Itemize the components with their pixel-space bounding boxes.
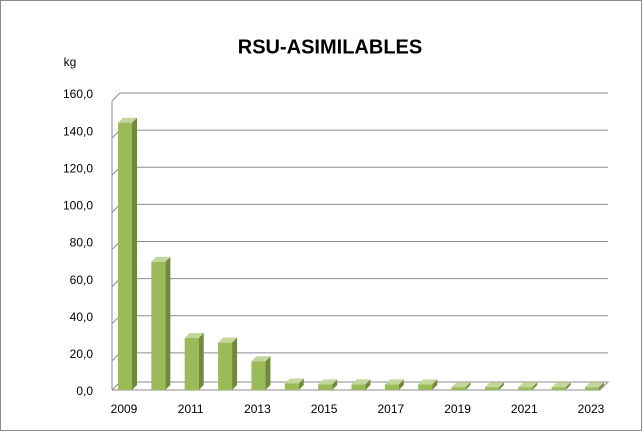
bar <box>484 387 499 390</box>
y-tick-label: 100,0 <box>63 199 93 213</box>
bar-top <box>318 379 338 385</box>
chart-title: RSU-ASIMILABLES <box>238 36 422 58</box>
x-tick-label: 2011 <box>178 402 204 416</box>
y-axis-label: kg <box>64 55 77 69</box>
bar-top <box>284 378 304 384</box>
bar-top <box>518 382 538 388</box>
y-tick-label: 160,0 <box>63 87 93 101</box>
y-tick-label: 0,0 <box>76 384 93 398</box>
bar <box>551 387 566 390</box>
bar-top <box>484 382 504 388</box>
bar <box>284 383 299 390</box>
bar-side <box>565 382 571 390</box>
y-tick-label: 120,0 <box>63 161 93 175</box>
y-tick-label: 60,0 <box>70 273 94 287</box>
bar-top <box>418 379 438 385</box>
bar <box>151 261 166 390</box>
bar-top <box>551 382 571 388</box>
bar-side <box>298 378 304 390</box>
y-tick-label: 80,0 <box>70 236 94 250</box>
x-tick-label: 2023 <box>578 402 605 416</box>
bar-top <box>384 379 404 385</box>
bar-side <box>498 382 504 390</box>
bar-side <box>332 379 338 390</box>
bar-side <box>432 379 438 390</box>
bar-side <box>265 356 271 390</box>
x-tick-label: 2017 <box>378 402 405 416</box>
bar-top <box>151 256 171 262</box>
bar <box>451 387 466 390</box>
x-tick-label: 2015 <box>311 402 338 416</box>
bar-side <box>232 337 238 390</box>
x-tick-label: 2019 <box>444 402 471 416</box>
bar-side <box>365 379 371 390</box>
bar-side <box>132 117 137 390</box>
grid-line <box>111 92 608 102</box>
bar-side <box>198 333 204 390</box>
bar-side <box>599 382 604 390</box>
bar-top <box>184 333 204 339</box>
bar <box>351 384 366 390</box>
x-tick-label: 2009 <box>111 402 138 416</box>
bar <box>218 342 233 390</box>
y-tick-label: 20,0 <box>70 347 94 361</box>
bar-top <box>451 382 471 388</box>
bar-top <box>251 356 271 362</box>
bar-top <box>585 382 604 388</box>
x-tick-label: 2021 <box>511 402 538 416</box>
bar <box>418 384 433 390</box>
bar <box>318 384 333 390</box>
y-tick-label: 140,0 <box>63 124 93 138</box>
bar-side <box>465 382 471 390</box>
y-tick-label: 40,0 <box>70 310 94 324</box>
bar <box>518 387 533 390</box>
bar-side <box>398 379 404 390</box>
bar-top <box>351 379 371 385</box>
bar <box>184 338 199 390</box>
bar-side <box>532 382 538 390</box>
bar-top <box>218 337 238 343</box>
bar <box>384 384 399 390</box>
bar <box>585 387 599 390</box>
x-tick-label: 2013 <box>244 402 271 416</box>
bar <box>118 122 132 390</box>
bar <box>251 361 266 390</box>
bar-side <box>165 256 171 390</box>
bar-top <box>118 117 137 123</box>
